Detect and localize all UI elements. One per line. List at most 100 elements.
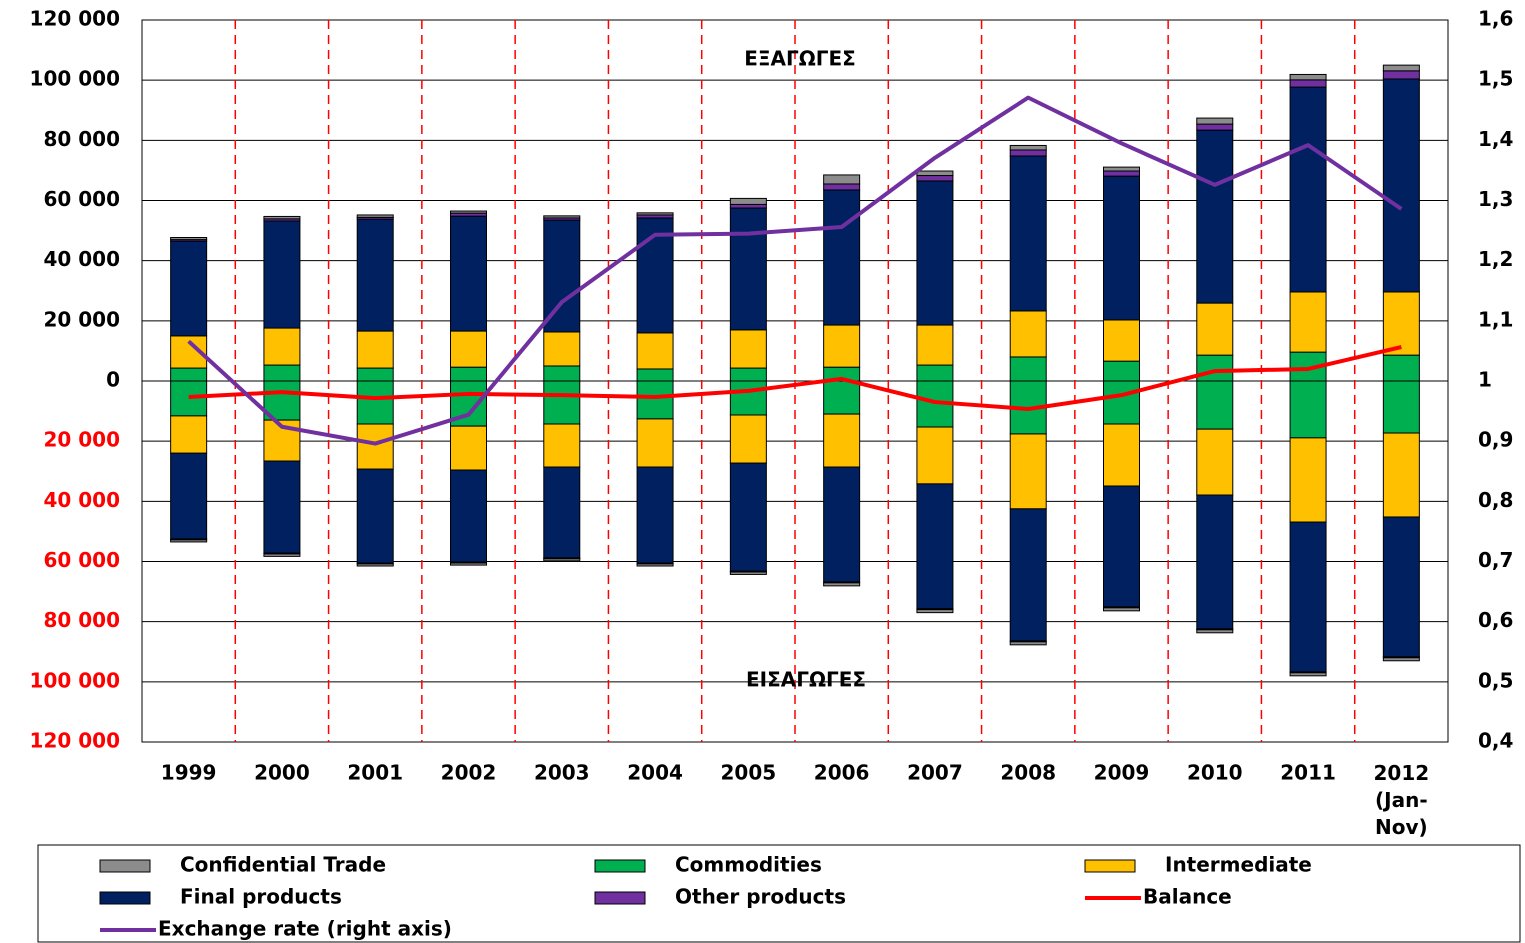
bar [1009, 641, 1047, 646]
bar [1196, 354, 1234, 382]
bar [636, 418, 674, 468]
bar [1196, 129, 1234, 304]
x-tick-label: 2012 (Jan-Nov) [1374, 761, 1430, 839]
bar [1289, 86, 1327, 293]
bar [636, 212, 674, 216]
x-tick-label: 2008 [1000, 761, 1056, 785]
bar [1009, 144, 1047, 151]
bar [823, 183, 861, 191]
bar [729, 197, 767, 205]
bar [543, 331, 581, 367]
y-tick-label: 100 000 [30, 668, 120, 692]
bar [1382, 432, 1420, 518]
bar [823, 189, 861, 326]
bar [356, 330, 394, 369]
y-tick-label: 120 000 [30, 729, 120, 753]
y-tick-label: 40 000 [43, 488, 120, 512]
legend-label: Confidential Trade [180, 853, 386, 877]
bar [1009, 508, 1047, 642]
x-tick-label: 2003 [534, 761, 590, 785]
bar [263, 220, 301, 329]
y2-tick-label: 0,6 [1478, 608, 1513, 632]
bar [356, 218, 394, 332]
bar [450, 469, 487, 563]
legend-label: Exchange rate (right axis) [158, 917, 452, 941]
bar [1103, 319, 1140, 362]
legend-swatch [594, 891, 646, 905]
bar [1103, 380, 1140, 425]
bar [170, 367, 208, 382]
y-tick-label: 80 000 [43, 127, 120, 151]
y2-tick-label: 0,9 [1478, 428, 1513, 452]
line [188, 345, 1402, 411]
bar [1196, 494, 1234, 630]
bar [1289, 437, 1327, 523]
y2-tick-label: 0,4 [1478, 729, 1513, 753]
bar [1382, 354, 1420, 382]
annotation: ΕΙΣΑΓΩΓΕΣ [746, 668, 866, 692]
bar [1009, 310, 1047, 358]
legend-swatch [99, 891, 151, 905]
bar [450, 366, 487, 382]
legend-swatch [1084, 859, 1136, 873]
bar [170, 380, 208, 417]
x-tick-label: 2001 [347, 761, 403, 785]
x-tick-label: 2009 [1094, 761, 1150, 785]
bar [729, 207, 767, 331]
y-tick-label: 100 000 [30, 67, 120, 91]
bar [170, 452, 208, 540]
y2-tick-label: 0,7 [1478, 548, 1513, 572]
x-tick-label: 2011 [1280, 761, 1336, 785]
bar [450, 425, 487, 471]
bar [1382, 516, 1420, 658]
bar [1289, 73, 1327, 81]
bar [636, 563, 674, 567]
bar [823, 324, 861, 368]
bar [170, 415, 208, 454]
annotation: ΕΞΑΓΩΓΕΣ [744, 47, 856, 71]
bar [263, 327, 301, 366]
bar [356, 468, 394, 564]
bar [170, 335, 208, 369]
bar [1103, 360, 1140, 382]
x-tick-label: 2007 [907, 761, 963, 785]
bar [823, 174, 861, 185]
bar [916, 180, 954, 326]
bar [1196, 117, 1234, 125]
bar [1382, 657, 1420, 662]
bar [1196, 302, 1234, 356]
bar [916, 609, 954, 614]
bar [729, 203, 767, 209]
bar [543, 466, 581, 559]
bar [543, 365, 581, 382]
bar [1382, 78, 1420, 293]
bar [1103, 170, 1140, 177]
bar [543, 215, 581, 219]
bar [729, 462, 767, 572]
bar [170, 539, 208, 543]
y-tick-label: 80 000 [43, 608, 120, 632]
bar [263, 460, 301, 554]
x-tick-label: 2000 [254, 761, 310, 785]
bar [1289, 672, 1327, 677]
bar [1103, 607, 1140, 612]
bar [543, 380, 581, 425]
bar [1289, 291, 1327, 353]
x-tick-label: 2005 [721, 761, 777, 785]
bar [729, 571, 767, 575]
legend-swatch [594, 859, 646, 873]
bar [1382, 70, 1420, 80]
y2-tick-label: 1,6 [1478, 7, 1513, 31]
bar [1103, 175, 1140, 321]
bar [1196, 380, 1234, 430]
legend-label: Commodities [675, 853, 822, 877]
bar [1103, 485, 1140, 608]
bar [263, 215, 301, 220]
legend-swatch [99, 859, 151, 873]
legend-label: Final products [180, 885, 342, 909]
bar [636, 332, 674, 370]
bar [916, 170, 954, 177]
bar [543, 558, 581, 562]
line [187, 95, 1403, 446]
